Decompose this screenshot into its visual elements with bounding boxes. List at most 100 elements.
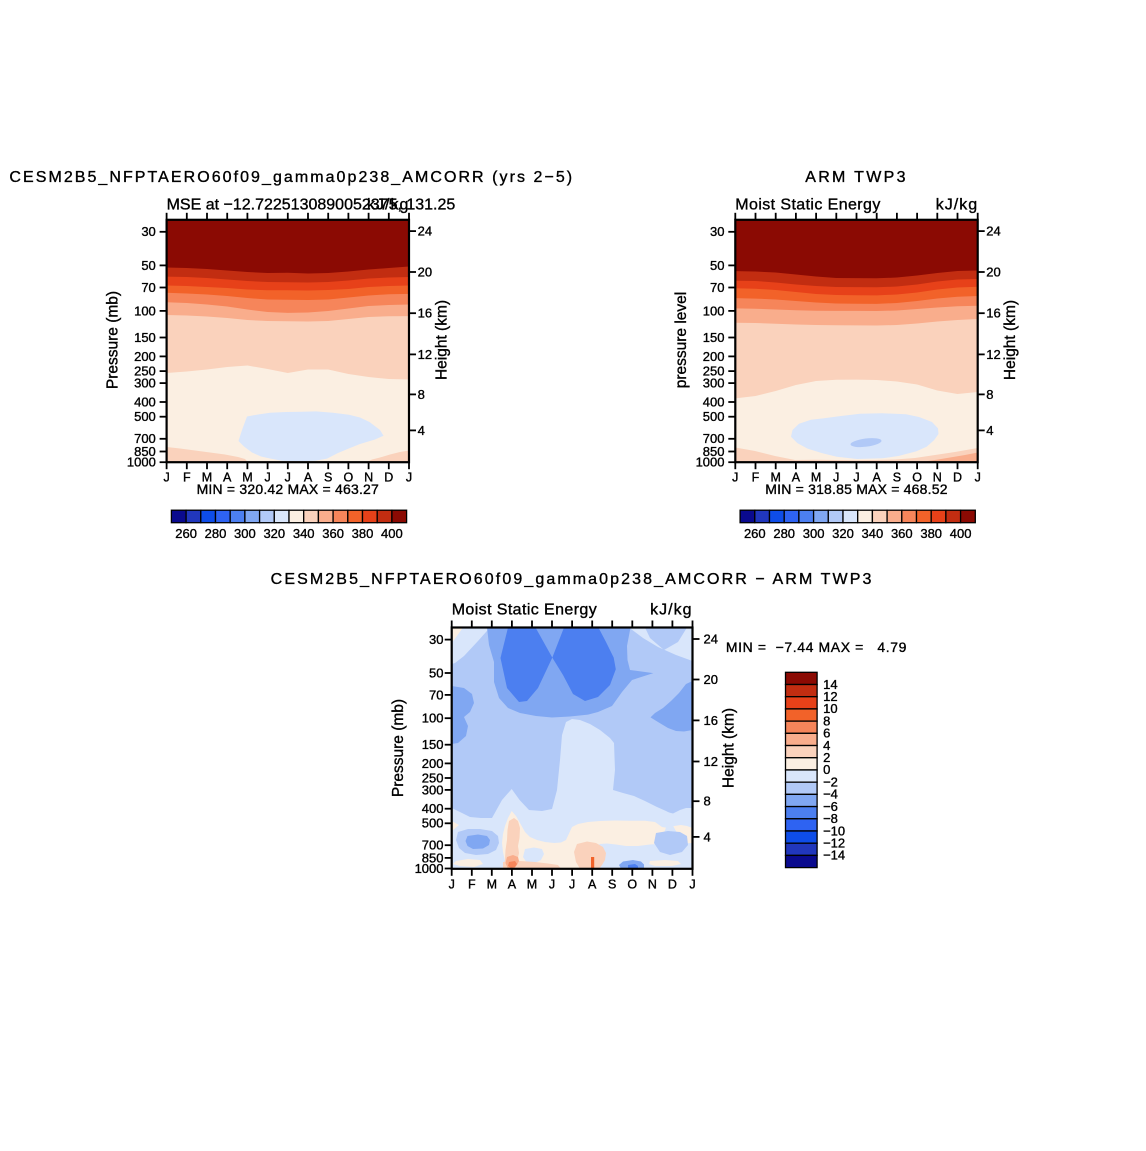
svg-text:O: O: [344, 470, 354, 484]
svg-text:500: 500: [703, 409, 725, 424]
svg-text:320: 320: [832, 526, 854, 541]
svg-text:MIN = 318.85 MAX = 468.52: MIN = 318.85 MAX = 468.52: [765, 481, 947, 497]
svg-text:S: S: [324, 470, 332, 484]
svg-text:Pressure (mb): Pressure (mb): [104, 291, 121, 389]
svg-text:850: 850: [134, 444, 156, 459]
svg-text:700: 700: [422, 838, 444, 853]
svg-text:4: 4: [986, 423, 993, 438]
svg-text:8: 8: [418, 387, 425, 402]
svg-text:A: A: [792, 470, 801, 484]
svg-text:ARM TWP3: ARM TWP3: [805, 169, 908, 186]
svg-text:100: 100: [422, 711, 444, 726]
svg-text:380: 380: [920, 526, 942, 541]
svg-text:150: 150: [422, 737, 444, 752]
svg-text:50: 50: [141, 258, 155, 273]
svg-text:J: J: [549, 878, 555, 892]
svg-text:A: A: [508, 878, 517, 892]
svg-text:0: 0: [823, 762, 830, 777]
svg-text:2: 2: [823, 750, 830, 765]
svg-text:−12: −12: [823, 836, 845, 851]
svg-text:260: 260: [744, 526, 766, 541]
svg-text:D: D: [384, 470, 393, 484]
svg-text:250: 250: [422, 770, 444, 785]
svg-text:A: A: [304, 470, 313, 484]
svg-text:360: 360: [891, 526, 913, 541]
svg-text:300: 300: [234, 526, 256, 541]
svg-text:24: 24: [704, 631, 718, 646]
svg-text:D: D: [953, 470, 962, 484]
svg-text:kJ/kg: kJ/kg: [650, 601, 692, 618]
svg-text:8: 8: [704, 794, 711, 809]
svg-text:100: 100: [703, 303, 725, 318]
svg-text:M: M: [770, 470, 780, 484]
svg-text:pressure level: pressure level: [673, 292, 690, 389]
svg-text:30: 30: [141, 224, 155, 239]
svg-text:400: 400: [703, 394, 725, 409]
svg-text:50: 50: [429, 665, 443, 680]
svg-text:M: M: [527, 878, 537, 892]
svg-text:D: D: [668, 878, 677, 892]
svg-text:300: 300: [422, 782, 444, 797]
svg-text:O: O: [627, 878, 637, 892]
svg-text:16: 16: [418, 306, 432, 321]
svg-text:4: 4: [704, 829, 711, 844]
svg-text:F: F: [752, 470, 760, 484]
svg-text:A: A: [223, 470, 232, 484]
svg-text:S: S: [608, 878, 616, 892]
svg-text:24: 24: [418, 224, 432, 239]
svg-text:N: N: [933, 470, 942, 484]
svg-text:Pressure (mb): Pressure (mb): [390, 699, 407, 797]
svg-text:J: J: [689, 878, 695, 892]
svg-text:J: J: [975, 470, 981, 484]
svg-text:CESM2B5_NFPTAERO60f09_gamma0p2: CESM2B5_NFPTAERO60f09_gamma0p238_AMCORR …: [271, 571, 874, 588]
svg-text:10: 10: [823, 701, 837, 716]
svg-text:150: 150: [134, 330, 156, 345]
svg-text:MIN = 320.42 MAX = 463.27: MIN = 320.42 MAX = 463.27: [197, 481, 379, 497]
svg-text:70: 70: [141, 280, 155, 295]
svg-text:380: 380: [352, 526, 374, 541]
svg-text:J: J: [406, 470, 412, 484]
svg-text:850: 850: [422, 850, 444, 865]
svg-text:150: 150: [703, 330, 725, 345]
svg-text:260: 260: [175, 526, 197, 541]
svg-text:12: 12: [704, 754, 718, 769]
svg-text:F: F: [468, 878, 476, 892]
svg-text:J: J: [853, 470, 859, 484]
svg-text:12: 12: [986, 347, 1000, 362]
svg-text:J: J: [449, 878, 455, 892]
svg-text:Height (km): Height (km): [721, 708, 738, 788]
svg-text:−2: −2: [823, 775, 838, 790]
svg-text:340: 340: [293, 526, 315, 541]
svg-text:20: 20: [418, 264, 432, 279]
svg-text:200: 200: [703, 349, 725, 364]
svg-text:1000: 1000: [696, 455, 725, 470]
svg-text:O: O: [912, 470, 922, 484]
svg-text:kJ/kg: kJ/kg: [367, 196, 409, 213]
svg-text:kJ/kg: kJ/kg: [936, 196, 978, 213]
svg-text:30: 30: [429, 632, 443, 647]
svg-text:J: J: [569, 878, 575, 892]
svg-text:J: J: [264, 470, 270, 484]
svg-text:M: M: [202, 470, 212, 484]
svg-text:12: 12: [418, 347, 432, 362]
svg-text:16: 16: [704, 713, 718, 728]
svg-text:320: 320: [263, 526, 285, 541]
svg-text:16: 16: [986, 306, 1000, 321]
svg-text:A: A: [588, 878, 597, 892]
svg-text:−10: −10: [823, 823, 845, 838]
svg-text:700: 700: [134, 431, 156, 446]
svg-text:4: 4: [418, 423, 425, 438]
svg-text:N: N: [648, 878, 657, 892]
svg-text:100: 100: [134, 303, 156, 318]
svg-text:1000: 1000: [415, 861, 444, 876]
svg-text:6: 6: [823, 726, 830, 741]
svg-text:J: J: [732, 470, 738, 484]
svg-text:850: 850: [703, 444, 725, 459]
svg-text:1000: 1000: [127, 455, 156, 470]
svg-text:8: 8: [823, 713, 830, 728]
svg-text:30: 30: [710, 224, 724, 239]
svg-text:24: 24: [986, 224, 1000, 239]
svg-text:400: 400: [950, 526, 972, 541]
svg-text:500: 500: [422, 816, 444, 831]
svg-text:S: S: [893, 470, 901, 484]
